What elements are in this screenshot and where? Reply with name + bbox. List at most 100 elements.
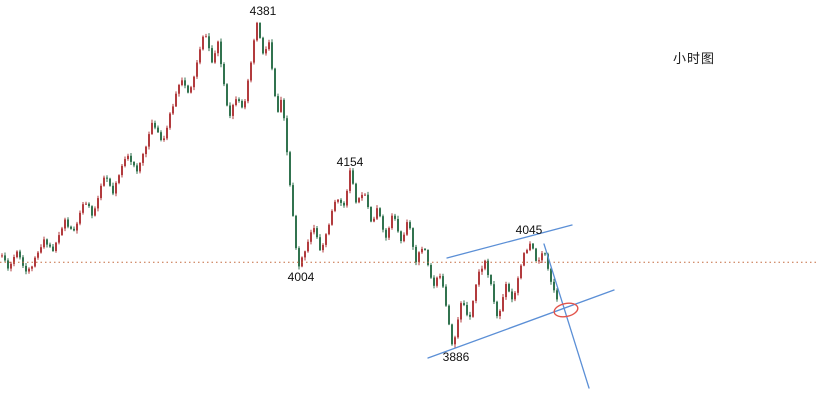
candle <box>127 155 129 159</box>
candle <box>10 263 12 269</box>
candle <box>172 106 174 114</box>
candle <box>58 235 60 243</box>
candle <box>286 118 288 153</box>
candle <box>292 185 294 216</box>
candle <box>319 237 321 251</box>
candle <box>142 154 144 163</box>
candle <box>154 122 156 128</box>
chart-overlays-group <box>0 224 818 389</box>
target-ellipse[interactable] <box>553 301 579 319</box>
candle <box>478 271 480 285</box>
candle <box>436 277 438 286</box>
candle <box>322 244 324 251</box>
candle <box>67 219 69 227</box>
candle <box>334 201 336 211</box>
candle <box>490 275 492 285</box>
candle <box>232 105 234 116</box>
candle <box>484 260 486 269</box>
timeframe-label: 小时图 <box>673 51 716 66</box>
candle <box>205 36 207 38</box>
candle <box>427 250 429 265</box>
candle <box>316 228 318 238</box>
candle <box>547 254 549 269</box>
candle <box>556 290 558 300</box>
candle <box>370 207 372 222</box>
candle <box>373 218 375 222</box>
candle <box>193 76 195 88</box>
candle <box>160 132 162 140</box>
candle <box>520 265 522 279</box>
candle <box>253 40 255 63</box>
candle <box>121 165 123 176</box>
candle <box>535 248 537 261</box>
candle <box>424 248 426 250</box>
candle <box>175 93 177 107</box>
candle <box>412 228 414 247</box>
candle <box>55 242 57 251</box>
candle <box>421 248 423 253</box>
candle <box>343 202 345 206</box>
candle <box>295 215 297 249</box>
candle <box>472 300 474 317</box>
candle <box>331 210 333 225</box>
candle <box>499 310 501 317</box>
candle <box>388 228 390 238</box>
candle <box>250 62 252 81</box>
candle <box>220 41 222 65</box>
candle <box>394 215 396 219</box>
candle <box>61 228 63 236</box>
candle <box>7 260 9 269</box>
candle <box>157 127 159 133</box>
candle <box>223 64 225 85</box>
candle <box>196 62 198 77</box>
candle <box>85 203 87 205</box>
candle <box>106 177 108 179</box>
candle <box>166 127 168 139</box>
candle <box>46 239 48 245</box>
candle <box>208 36 210 49</box>
candle <box>415 246 417 263</box>
candle <box>238 99 240 101</box>
candle <box>496 301 498 317</box>
candle <box>145 146 147 155</box>
candle <box>439 276 441 278</box>
candle <box>355 183 357 203</box>
price-labels-group: 4381 4154 4004 4045 3886 <box>250 4 543 364</box>
candle <box>94 208 96 216</box>
candle <box>40 247 42 253</box>
candle <box>16 251 18 258</box>
candle <box>82 204 84 213</box>
candle <box>346 190 348 206</box>
candle <box>550 268 552 282</box>
candle <box>445 286 447 306</box>
candle <box>487 260 489 275</box>
candle <box>277 96 279 112</box>
candle <box>328 224 330 235</box>
candle <box>256 22 258 41</box>
candle <box>376 208 378 219</box>
candle <box>115 182 117 194</box>
candle <box>430 265 432 278</box>
trendline-2[interactable] <box>427 289 615 359</box>
candle <box>22 257 24 266</box>
candle <box>247 80 249 102</box>
candle <box>289 152 291 186</box>
candle <box>112 185 114 194</box>
candle <box>199 49 201 63</box>
candle <box>325 234 327 245</box>
candle <box>4 255 6 261</box>
trendline-1[interactable] <box>446 224 573 259</box>
candle <box>202 36 204 50</box>
candle <box>43 239 45 248</box>
candle <box>49 244 51 247</box>
candle <box>538 260 540 262</box>
candle <box>532 243 534 249</box>
candle <box>397 219 399 232</box>
candle <box>493 284 495 302</box>
candle <box>553 281 555 291</box>
candle <box>25 265 27 272</box>
candle <box>259 22 261 38</box>
candle <box>28 268 30 272</box>
candle <box>241 101 243 108</box>
